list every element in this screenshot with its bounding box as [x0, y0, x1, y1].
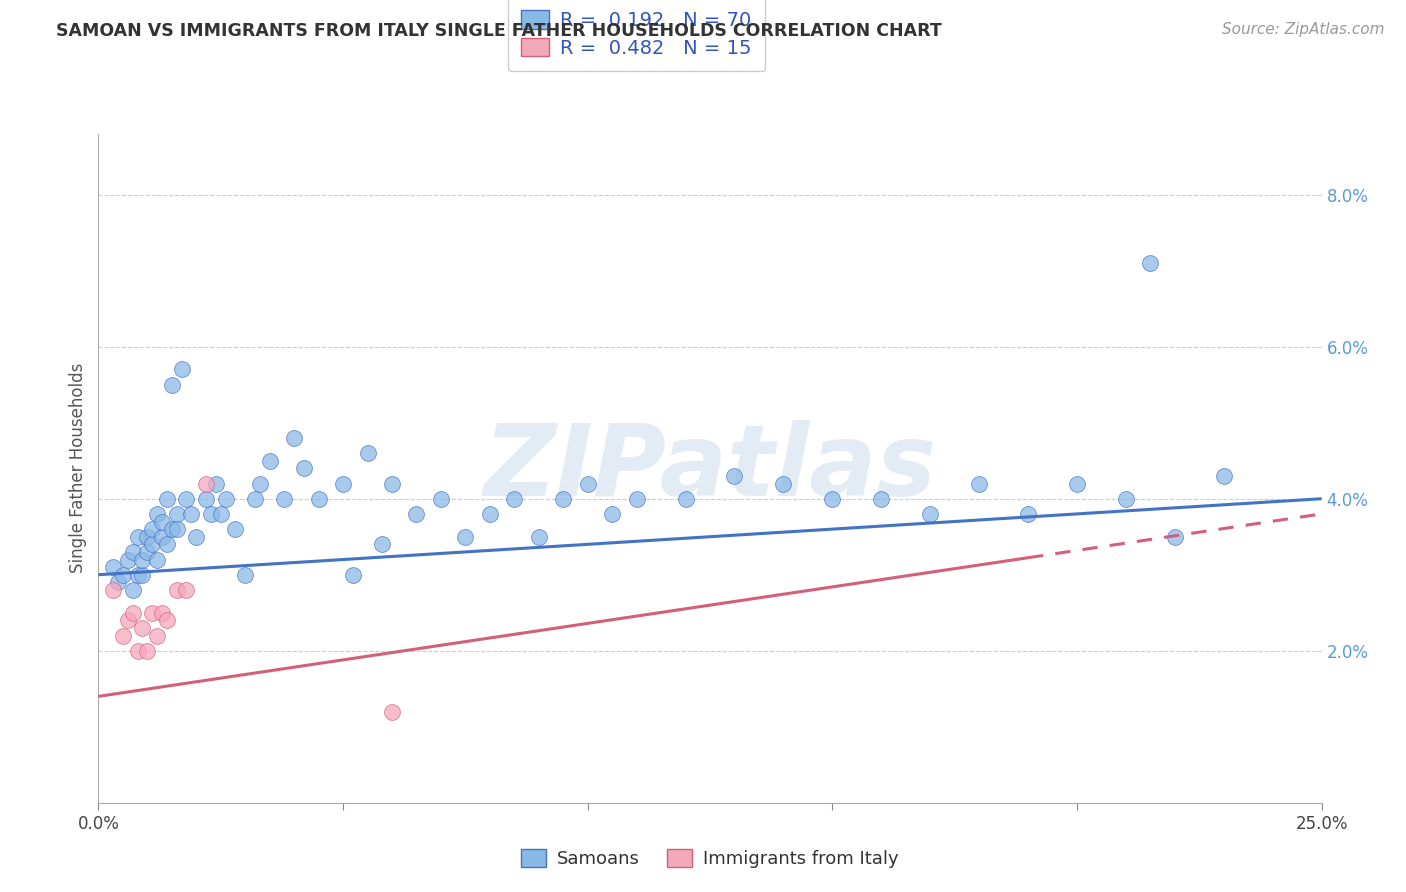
Point	[141, 537, 163, 551]
Point	[527, 530, 550, 544]
Point	[430, 491, 453, 506]
Point	[870, 491, 893, 506]
Point	[381, 705, 404, 719]
Point	[127, 644, 149, 658]
Point	[1017, 507, 1039, 521]
Point	[136, 644, 159, 658]
Point	[1164, 530, 1187, 544]
Point	[1066, 476, 1088, 491]
Point	[131, 621, 153, 635]
Point	[821, 491, 844, 506]
Point	[111, 628, 134, 642]
Text: ZIPatlas: ZIPatlas	[484, 420, 936, 516]
Point	[600, 507, 623, 521]
Point	[1212, 469, 1234, 483]
Point	[503, 491, 526, 506]
Point	[141, 606, 163, 620]
Point	[141, 522, 163, 536]
Point	[308, 491, 330, 506]
Point	[136, 530, 159, 544]
Point	[176, 491, 198, 506]
Point	[342, 567, 364, 582]
Point	[146, 552, 169, 566]
Point	[121, 582, 143, 597]
Point	[371, 537, 394, 551]
Point	[405, 507, 427, 521]
Point	[1115, 491, 1137, 506]
Point	[723, 469, 745, 483]
Point	[136, 545, 159, 559]
Point	[233, 567, 256, 582]
Point	[166, 507, 188, 521]
Point	[121, 545, 143, 559]
Point	[195, 476, 218, 491]
Point	[170, 362, 193, 376]
Point	[454, 530, 477, 544]
Text: SAMOAN VS IMMIGRANTS FROM ITALY SINGLE FATHER HOUSEHOLDS CORRELATION CHART: SAMOAN VS IMMIGRANTS FROM ITALY SINGLE F…	[56, 22, 942, 40]
Point	[117, 552, 139, 566]
Point	[156, 613, 179, 627]
Point	[576, 476, 599, 491]
Point	[1139, 256, 1161, 270]
Point	[127, 530, 149, 544]
Point	[146, 507, 169, 521]
Point	[626, 491, 648, 506]
Point	[478, 507, 501, 521]
Point	[195, 491, 218, 506]
Point	[160, 522, 183, 536]
Legend: Samoans, Immigrants from Italy: Samoans, Immigrants from Italy	[509, 837, 911, 880]
Point	[381, 476, 404, 491]
Point	[127, 567, 149, 582]
Point	[146, 628, 169, 642]
Point	[131, 552, 153, 566]
Point	[121, 606, 143, 620]
Point	[176, 582, 198, 597]
Y-axis label: Single Father Households: Single Father Households	[69, 363, 87, 574]
Point	[283, 431, 305, 445]
Point	[166, 582, 188, 597]
Point	[150, 515, 173, 529]
Point	[205, 476, 228, 491]
Point	[150, 606, 173, 620]
Point	[259, 453, 281, 467]
Point	[111, 567, 134, 582]
Point	[920, 507, 942, 521]
Point	[553, 491, 575, 506]
Text: Source: ZipAtlas.com: Source: ZipAtlas.com	[1222, 22, 1385, 37]
Point	[772, 476, 794, 491]
Point	[332, 476, 354, 491]
Point	[209, 507, 232, 521]
Point	[224, 522, 246, 536]
Point	[101, 582, 124, 597]
Point	[156, 537, 179, 551]
Point	[166, 522, 188, 536]
Point	[180, 507, 202, 521]
Point	[967, 476, 990, 491]
Point	[200, 507, 222, 521]
Point	[186, 530, 208, 544]
Point	[117, 613, 139, 627]
Point	[243, 491, 266, 506]
Point	[249, 476, 271, 491]
Point	[131, 567, 153, 582]
Point	[675, 491, 697, 506]
Point	[292, 461, 315, 475]
Point	[214, 491, 236, 506]
Point	[107, 575, 129, 590]
Point	[101, 560, 124, 574]
Point	[160, 377, 183, 392]
Point	[356, 446, 378, 460]
Point	[150, 530, 173, 544]
Point	[156, 491, 179, 506]
Point	[273, 491, 295, 506]
